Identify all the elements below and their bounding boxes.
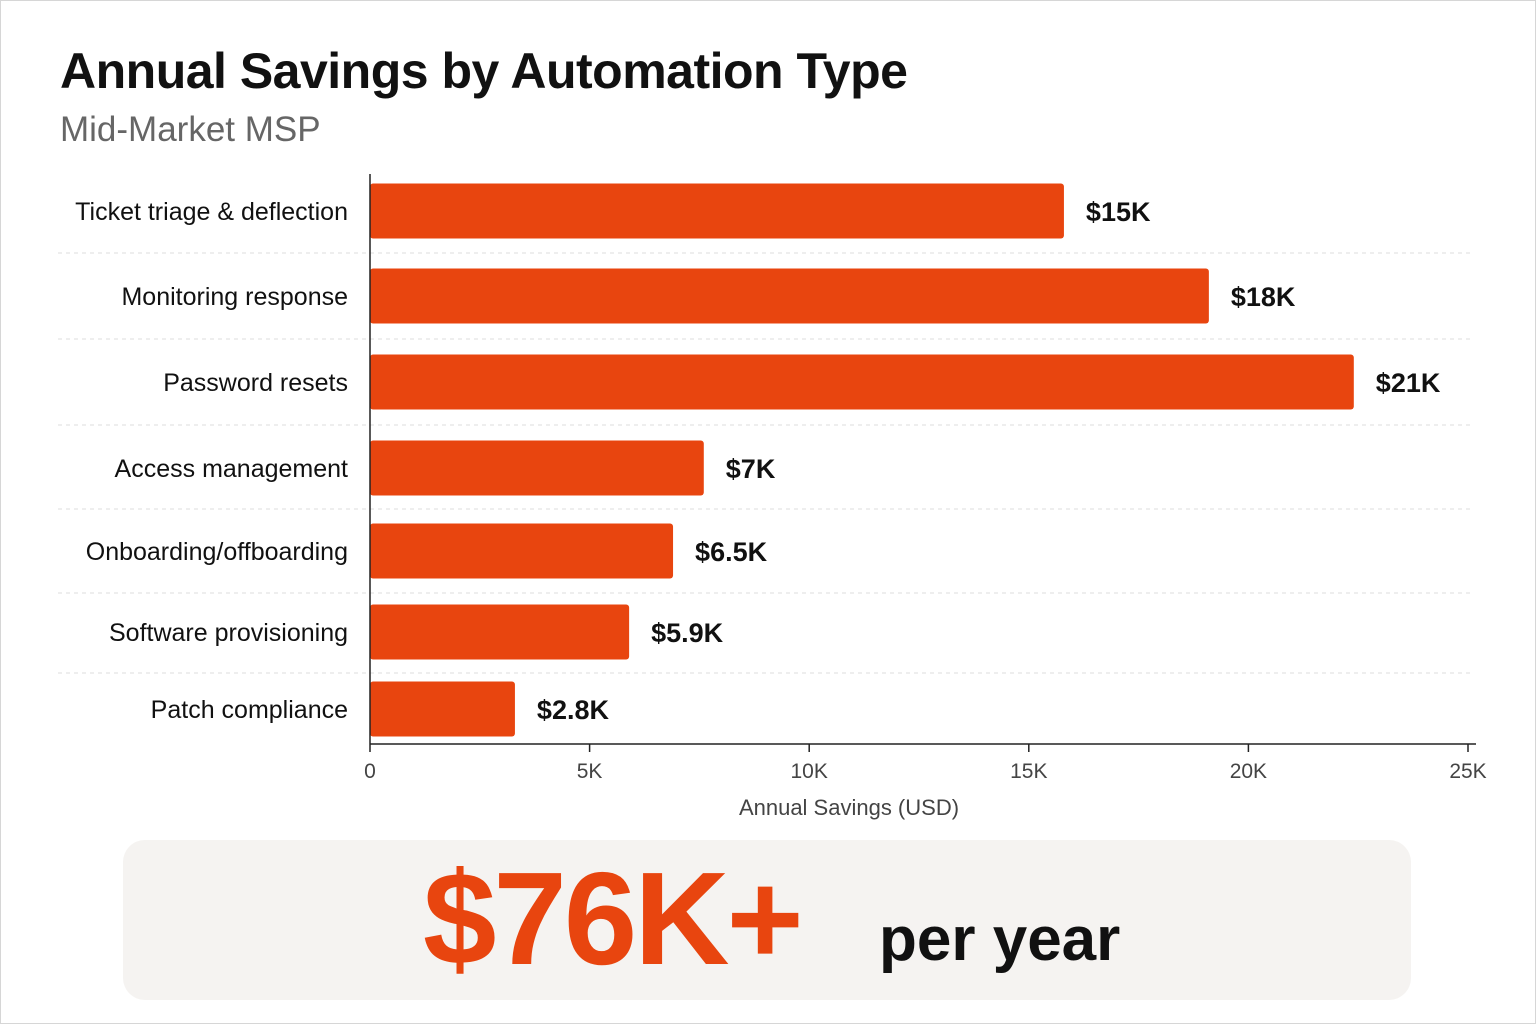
- bar-3: [370, 354, 1354, 410]
- chart-subtitle: Mid-Market MSP: [60, 110, 321, 149]
- x-tick-label-2: 5K: [577, 760, 603, 783]
- value-label-5: $6.5K: [695, 537, 768, 567]
- bar-6: [370, 604, 630, 660]
- category-label-5: Onboarding/offboarding: [86, 538, 348, 566]
- x-tick-label-5: 20K: [1230, 760, 1267, 783]
- category-label-6: Software provisioning: [109, 619, 348, 647]
- bar-4: [370, 440, 704, 496]
- bar-2: [370, 268, 1209, 324]
- chart-title: Annual Savings by Automation Type: [60, 43, 908, 99]
- grid-layer: [58, 252, 1474, 674]
- bar-layer: [370, 183, 1354, 737]
- axis-layer: 0 5K 10K 15K 20K 25K Annual Savings (USD): [364, 174, 1487, 820]
- x-tick-label-1: 0: [364, 760, 376, 783]
- bar-5: [370, 523, 674, 579]
- summary-amount: $76K+: [423, 845, 804, 992]
- bar-1: [370, 183, 1064, 239]
- value-label-7: $2.8K: [537, 695, 610, 725]
- bar-7: [370, 681, 515, 737]
- summary-unit: per year: [879, 905, 1121, 974]
- x-tick-label-3: 10K: [791, 760, 828, 783]
- x-axis-title: Annual Savings (USD): [739, 795, 959, 820]
- category-label-7: Patch compliance: [151, 696, 348, 724]
- category-label-3: Password resets: [163, 369, 348, 397]
- value-label-2: $18K: [1231, 282, 1296, 312]
- bar-chart: Ticket triage & deflection $15K Monitoring…: [58, 174, 1487, 820]
- value-label-6: $5.9K: [651, 618, 724, 648]
- value-label-3: $21K: [1376, 368, 1441, 398]
- value-label-4: $7K: [726, 454, 776, 484]
- x-tick-label-6: 25K: [1449, 760, 1486, 783]
- category-label-4: Access management: [115, 455, 349, 483]
- value-label-1: $15K: [1086, 197, 1151, 227]
- label-layer: Ticket triage & deflection $15K Monitoring…: [75, 197, 1441, 725]
- category-label-1: Ticket triage & deflection: [75, 198, 348, 226]
- summary-callout: $76K+ per year: [123, 840, 1411, 1000]
- category-label-2: Monitoring response: [121, 283, 348, 311]
- x-tick-label-4: 15K: [1010, 760, 1047, 783]
